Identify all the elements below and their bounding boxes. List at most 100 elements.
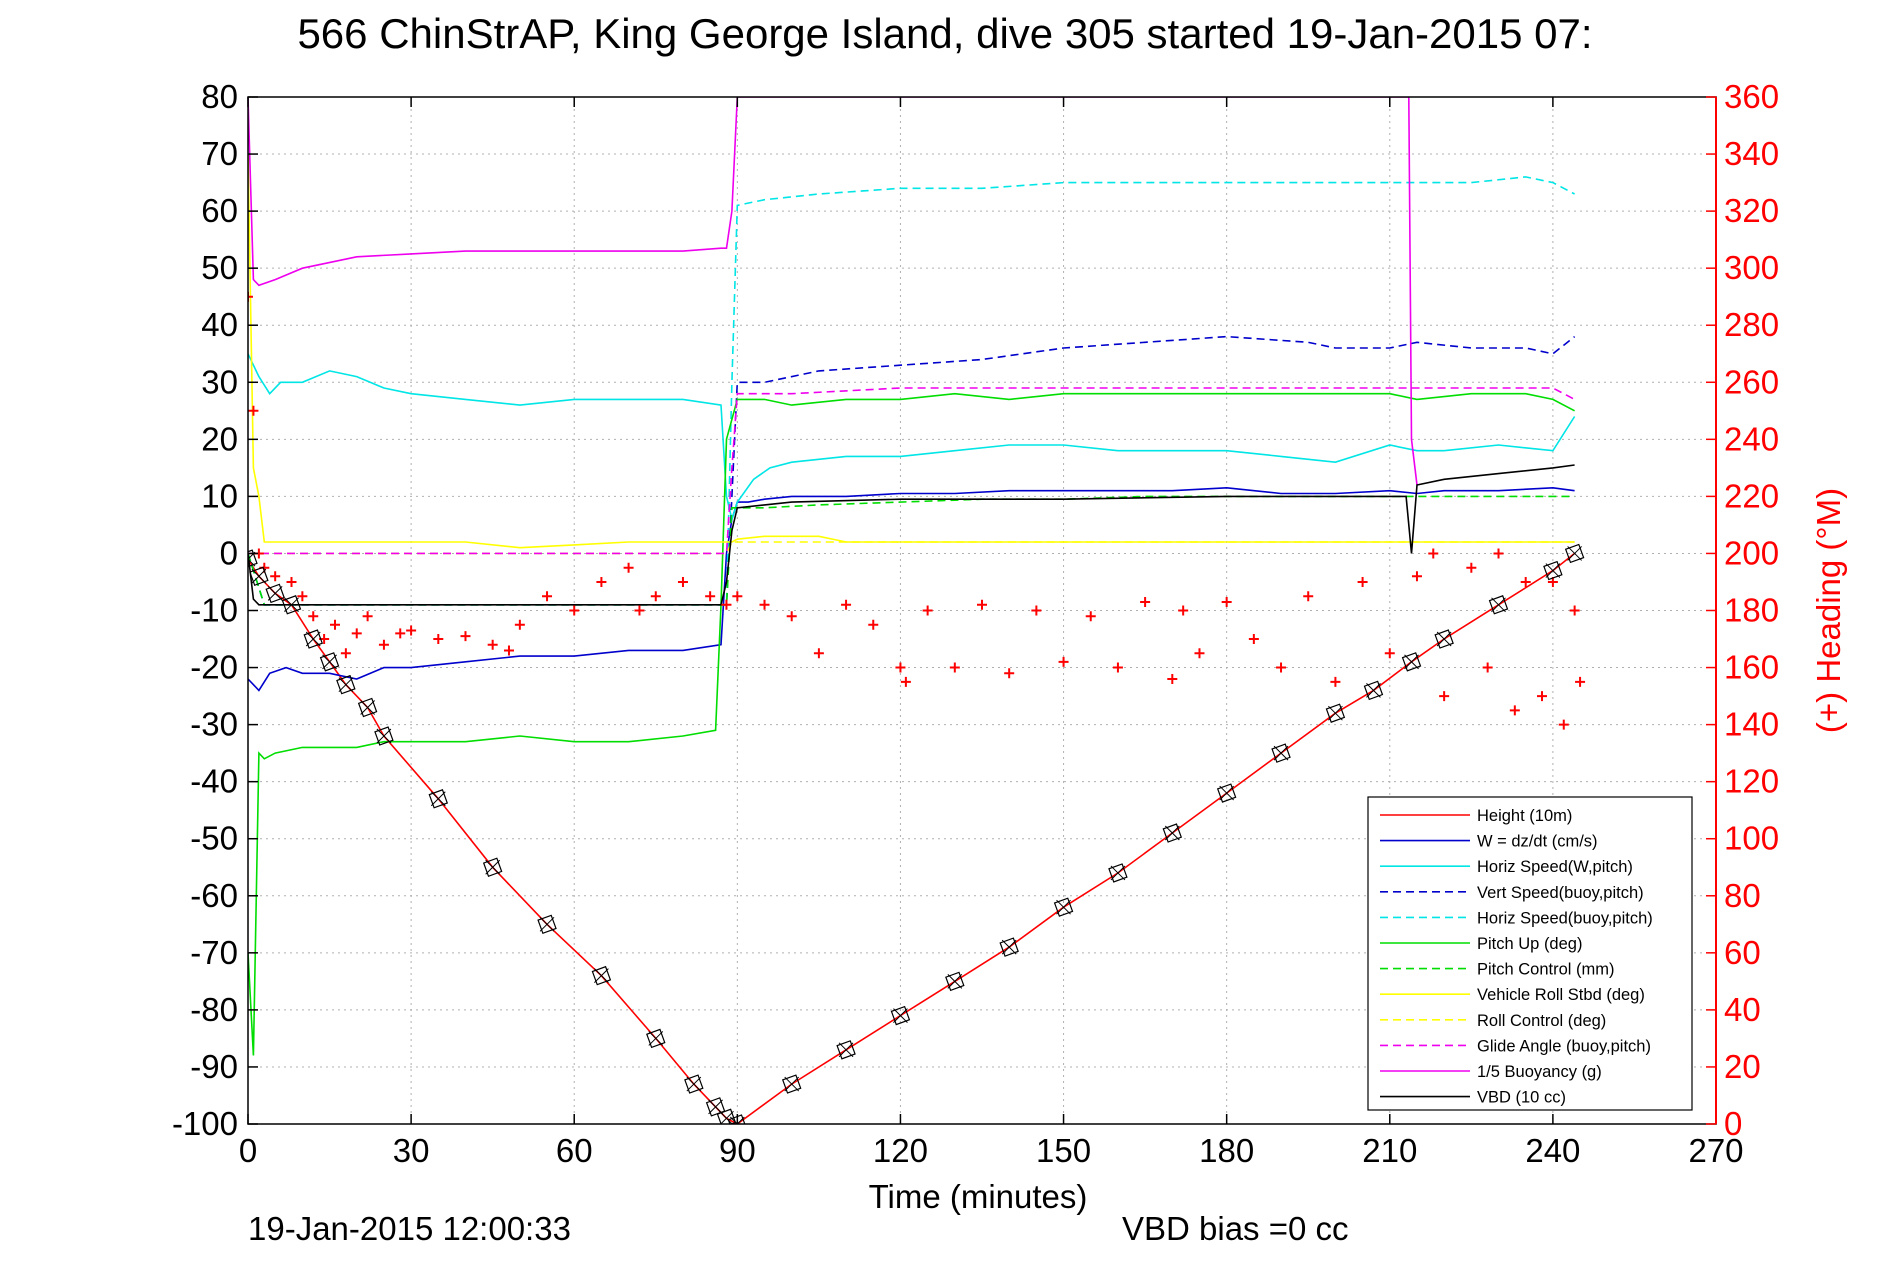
y-tick-label: 70 <box>201 135 238 172</box>
heading-point <box>1303 591 1314 602</box>
height-marker <box>1216 783 1237 803</box>
series-horiz-speed-w-pitch <box>248 353 1576 523</box>
height-marker <box>684 1074 704 1094</box>
x-tick-label: 30 <box>393 1132 430 1169</box>
heading-point <box>329 619 340 630</box>
heading-point <box>1575 676 1586 687</box>
legend-label: Height (10m) <box>1477 807 1572 825</box>
right-tick-label: 100 <box>1724 820 1779 857</box>
height-marker-x <box>485 859 501 875</box>
heading-point <box>1031 605 1042 616</box>
heading-point <box>1482 662 1493 673</box>
heading-point <box>1509 705 1520 716</box>
height-marker-x <box>594 968 609 984</box>
height-marker-x <box>1491 597 1506 613</box>
right-tick-label: 180 <box>1724 592 1779 629</box>
heading-point <box>677 576 688 587</box>
height-marker-x <box>1567 546 1582 561</box>
height-marker-x <box>1436 631 1452 647</box>
heading-point <box>1140 596 1151 607</box>
heading-point <box>378 639 389 650</box>
heading-point <box>1558 719 1569 730</box>
height-marker-x <box>1001 939 1017 955</box>
x-tick-label: 180 <box>1199 1132 1254 1169</box>
height-marker <box>1108 863 1128 883</box>
series-1-5-buoyancy-g <box>248 97 1418 486</box>
heading-point <box>721 599 732 610</box>
x-tick-label: 210 <box>1362 1132 1417 1169</box>
height-marker-x <box>1545 563 1561 578</box>
footer-vbd-bias: VBD bias =0 cc <box>1122 1210 1349 1247</box>
series-pitch-control-mm <box>248 495 1575 606</box>
heading-point <box>270 571 281 582</box>
y-tick-label: 80 <box>201 78 238 115</box>
heading-point <box>1167 673 1178 684</box>
y-tick-label: -10 <box>190 592 238 629</box>
legend-label: Glide Angle (buoy,pitch) <box>1477 1037 1651 1055</box>
legend: Height (10m) W = dz/dt (cm/s) Horiz Speed(… <box>1367 796 1693 1111</box>
heading-point <box>1112 662 1123 673</box>
y-tick-label: -80 <box>190 991 238 1028</box>
heading-point <box>406 625 417 636</box>
right-tick-label: 200 <box>1724 534 1779 571</box>
heading-point <box>1330 676 1341 687</box>
axis-ticks: 0 30 60 90 120 150 180 210 240 270-100-90-80-70-6… <box>172 78 1779 1169</box>
heading-point <box>786 611 797 622</box>
x-tick-label: 90 <box>719 1132 756 1169</box>
height-marker <box>319 652 340 672</box>
heading-point <box>248 405 259 416</box>
height-marker <box>336 674 356 695</box>
heading-point <box>841 599 852 610</box>
series-vbd-10-cc <box>248 464 1575 606</box>
legend-label: Vert Speed(buoy,pitch) <box>1477 884 1644 902</box>
y-tick-label: 40 <box>201 306 238 343</box>
heading-point <box>1428 548 1439 559</box>
plot-series <box>248 97 1586 1124</box>
height-marker-x <box>1273 745 1289 761</box>
height-marker <box>374 726 394 746</box>
right-tick-label: 240 <box>1724 420 1779 457</box>
height-marker-x <box>947 974 963 989</box>
right-tick-label: 300 <box>1724 249 1779 286</box>
height-marker <box>890 1005 911 1026</box>
heading-point <box>395 628 406 639</box>
right-tick-label: 140 <box>1724 706 1779 743</box>
x-tick-label: 60 <box>556 1132 593 1169</box>
heading-point <box>1058 656 1069 667</box>
height-marker <box>646 1028 666 1049</box>
heading-point <box>868 619 879 630</box>
height-marker <box>1434 629 1454 649</box>
series-heading <box>248 291 1586 730</box>
heading-point <box>895 662 906 673</box>
legend-label: Horiz Speed(buoy,pitch) <box>1477 909 1653 927</box>
height-marker <box>1564 543 1585 564</box>
y-tick-label: -90 <box>190 1048 238 1085</box>
height-marker <box>303 629 323 649</box>
heading-point <box>596 576 607 587</box>
legend-label: Pitch Up (deg) <box>1477 935 1582 953</box>
x-tick-label: 240 <box>1525 1132 1580 1169</box>
heading-point <box>340 648 351 659</box>
heading-point <box>922 605 933 616</box>
heading-point <box>634 605 645 616</box>
height-marker <box>1401 652 1422 672</box>
height-marker <box>945 971 965 992</box>
y-tick-label: 0 <box>220 534 238 571</box>
legend-label: Pitch Control (mm) <box>1477 961 1615 979</box>
right-tick-label: 220 <box>1724 477 1779 514</box>
series-w-dz-dt-cm-s <box>248 486 1575 692</box>
height-marker-x <box>1366 683 1381 698</box>
y-tick-label: -30 <box>190 706 238 743</box>
right-tick-label: 160 <box>1724 649 1779 686</box>
legend-label: Vehicle Roll Stbd (deg) <box>1477 986 1645 1004</box>
height-marker <box>727 1114 748 1124</box>
right-tick-label: 60 <box>1724 934 1761 971</box>
chart-title: 566 ChinStrAP, King George Island, dive … <box>297 10 1592 57</box>
heading-point <box>705 591 716 602</box>
height-marker-x <box>360 700 375 715</box>
heading-point <box>977 599 987 610</box>
series-horiz-speed-buoy-pitch <box>248 176 1575 606</box>
heading-point <box>1384 648 1395 659</box>
height-marker-x <box>1164 825 1180 841</box>
height-marker <box>1488 595 1509 615</box>
